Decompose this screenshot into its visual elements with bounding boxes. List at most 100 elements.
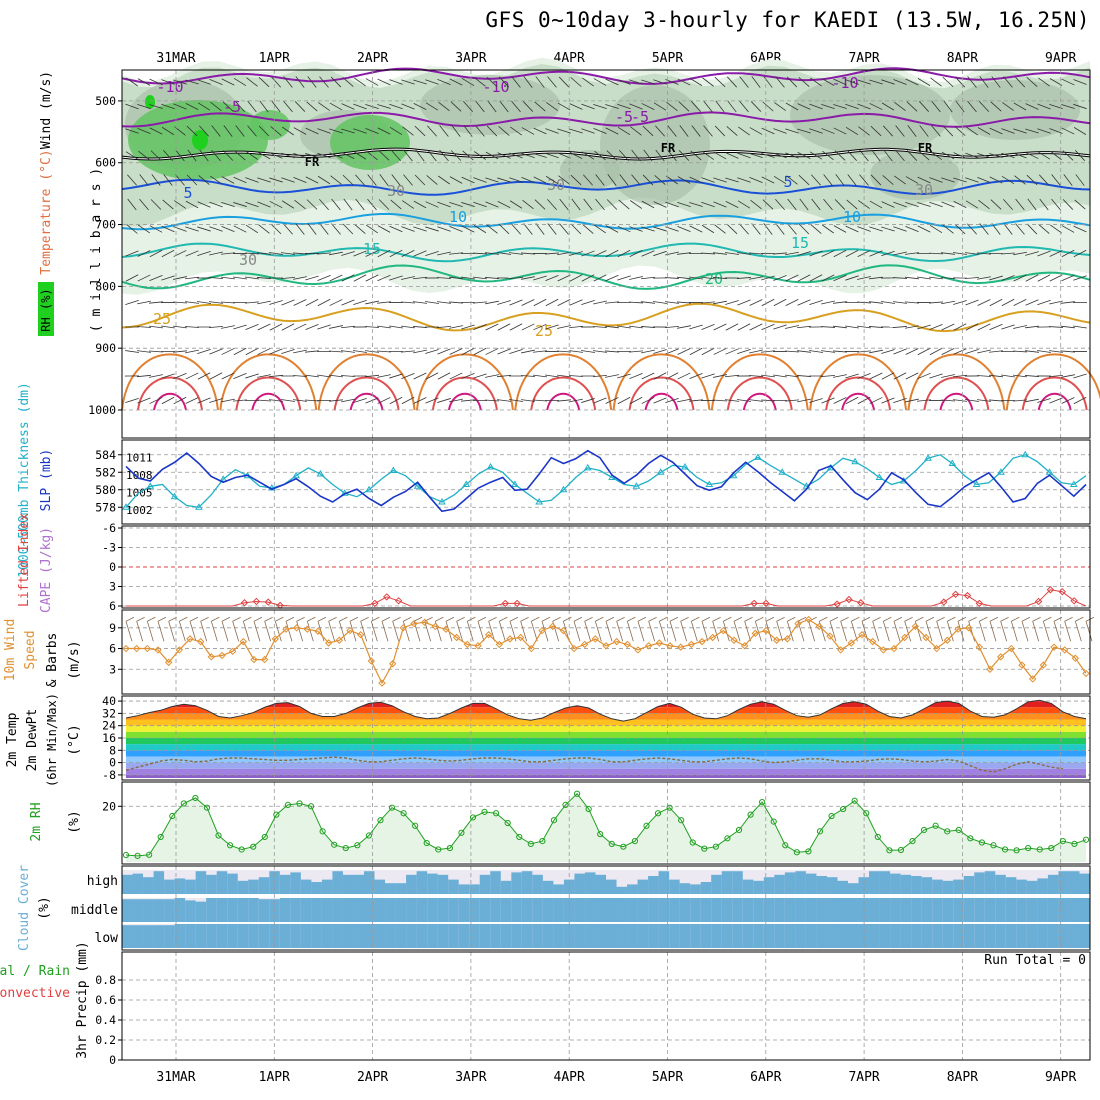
temp-label-b: 2m DewPt [25, 709, 40, 772]
cloud-bg-cell [690, 870, 702, 894]
wind10m-barb-flag [744, 616, 753, 622]
wind-barb [244, 252, 260, 255]
wind-barb [413, 200, 427, 209]
wind-barb [869, 397, 883, 404]
wind-barb [281, 252, 295, 255]
wind-barb [966, 126, 978, 136]
y-tick-label: 800 [95, 279, 116, 293]
wind-barb [413, 397, 427, 404]
wind-barb [1003, 199, 1013, 210]
cloud-cell [490, 924, 502, 948]
wind-barb [688, 399, 704, 402]
wind-barb [655, 125, 665, 137]
wind-barb [521, 127, 535, 135]
wind10m-barb [744, 621, 752, 642]
wind-barb [523, 76, 533, 88]
wind-barb [139, 198, 149, 211]
rh-point [539, 838, 546, 845]
cloud-cell [195, 871, 207, 894]
wind-barb [245, 347, 259, 356]
wind-barb [883, 149, 893, 162]
wind-barb [448, 252, 464, 255]
cloud-cell [837, 924, 849, 948]
wind-barb [593, 128, 607, 134]
x-tick-label-top: 3APR [455, 51, 486, 66]
wind10m-barb-flag [797, 616, 807, 622]
wind10m-speed-point [527, 644, 536, 653]
rh2m-unit: (%) [67, 810, 82, 833]
cloud-cell [164, 899, 176, 922]
cloud-cell [890, 873, 902, 894]
wind10m-speed-point [122, 644, 130, 653]
wind-barb [811, 198, 821, 211]
wind-barb [127, 198, 137, 211]
cloud-cell [479, 874, 491, 894]
wind-barb [197, 102, 211, 111]
wind-barb [245, 276, 259, 280]
wind-barb [341, 103, 355, 110]
cloud-cell [374, 879, 386, 894]
cloud-cell [658, 871, 670, 894]
rh-point [307, 803, 315, 810]
wind10m-barb [285, 621, 293, 642]
wind10m-barb [893, 621, 901, 642]
wind-barb [439, 125, 449, 137]
cloud-cell [932, 879, 944, 894]
wind-barb [760, 399, 776, 402]
wind-barb [150, 150, 162, 161]
wind-barb [473, 201, 487, 208]
temp-band [126, 738, 1086, 745]
wind-barb [401, 226, 415, 232]
wind-barb [235, 125, 245, 137]
wind-barb [785, 128, 799, 134]
wind-barb [641, 397, 655, 404]
temp-contour-10 [121, 212, 1091, 231]
wind10m-barb-flag [680, 616, 689, 622]
wind-barb [221, 372, 235, 380]
cloud-bg-cell [553, 870, 565, 894]
thickness-point [146, 482, 155, 489]
wind-barb [834, 199, 846, 210]
y-tick-label: 20 [102, 799, 116, 813]
wind-barb [533, 298, 547, 307]
wind-barb [1001, 128, 1015, 134]
wind-barb [677, 202, 691, 207]
cloud-cell [206, 874, 218, 894]
wind-barb [749, 323, 763, 331]
wind-barb [269, 399, 283, 402]
wind10m-barb-flag [659, 616, 668, 622]
cloud-cell [879, 898, 891, 922]
rh-point [504, 819, 511, 827]
wind-barb [1013, 374, 1027, 378]
wind-barb [1061, 397, 1075, 404]
wind-barb [941, 300, 955, 305]
wind10m-speed-point [495, 640, 504, 649]
wind-barb [773, 324, 787, 330]
wind-barb [737, 177, 751, 183]
wind-barb [401, 276, 415, 280]
rh-point [1082, 836, 1090, 843]
wind10m-barb-flag [360, 616, 369, 622]
wind-barb [437, 79, 451, 85]
wind-barb [389, 373, 403, 379]
temp-contour-30 [1005, 353, 1100, 411]
wind-barb [715, 100, 725, 113]
wind-barb [775, 223, 785, 235]
wind-barb [317, 275, 331, 281]
cloud-cell [1047, 898, 1059, 922]
wind-barb [965, 177, 979, 183]
wind-barb [677, 78, 691, 86]
wind-barb [809, 398, 823, 403]
wind10m-barb [701, 621, 709, 642]
wind-barb [833, 274, 847, 282]
cloud-cell [627, 924, 639, 948]
wind-barb [953, 300, 967, 305]
wind-barb [809, 128, 823, 134]
wind-barb [271, 100, 281, 113]
temp-band [126, 774, 1086, 778]
wind-barb [173, 103, 187, 110]
wind-barb [977, 323, 991, 331]
precip-convective-label: Convective [0, 986, 70, 1001]
rh-point [469, 814, 477, 821]
temp-band [126, 719, 1086, 726]
